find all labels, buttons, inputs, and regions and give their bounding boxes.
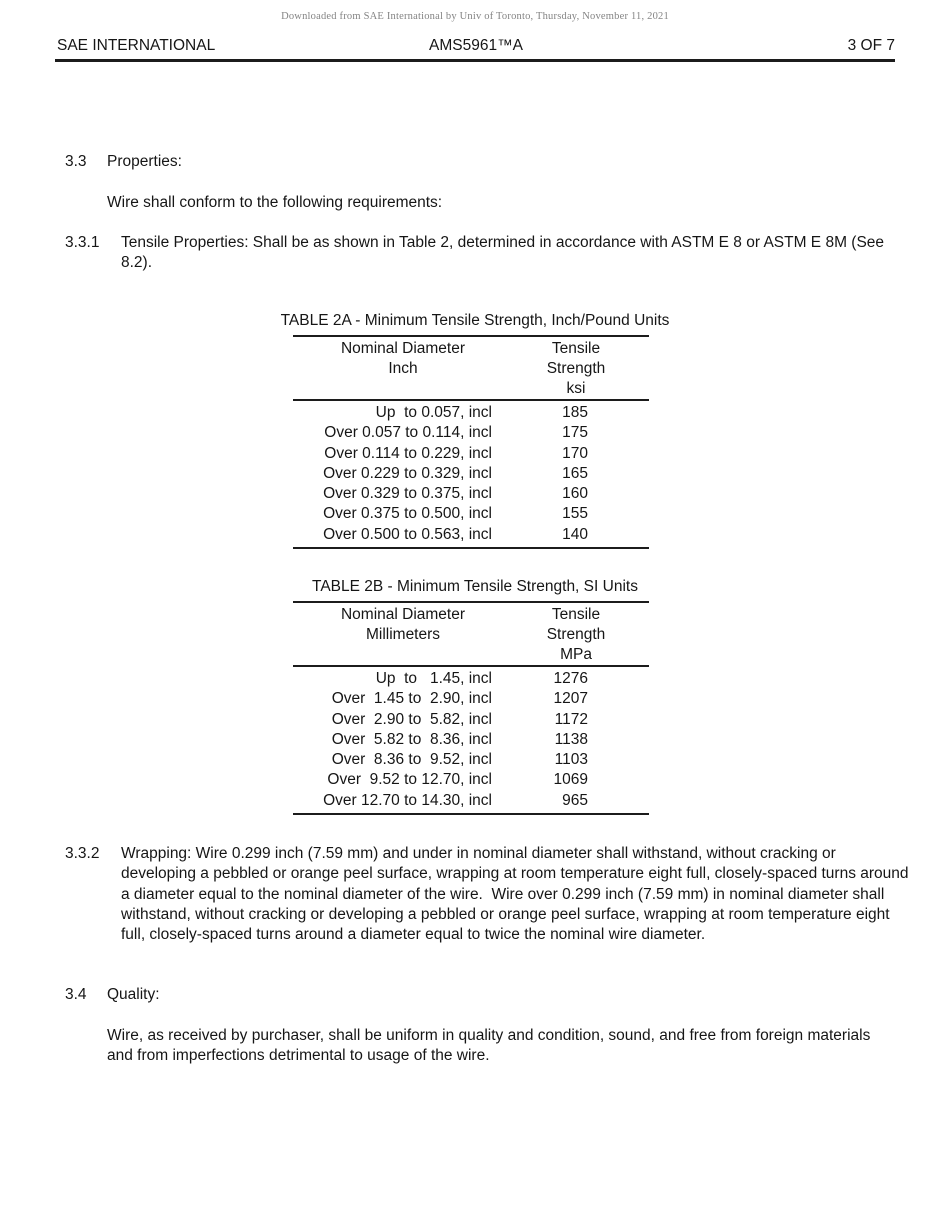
download-watermark: Downloaded from SAE International by Uni… <box>281 11 669 22</box>
table-2b-body: Up to 1.45, incl 1276 Over 1.45 to 2.90,… <box>293 667 649 813</box>
table-row: Over 8.36 to 9.52, incl 1103 <box>293 750 649 770</box>
cell-diameter: Over 0.057 to 0.114, incl <box>324 424 492 442</box>
section-text: Wrapping: Wire 0.299 inch (7.59 mm) and … <box>121 845 913 944</box>
page-header: SAE INTERNATIONAL AMS5961™A 3 OF 7 <box>57 36 895 55</box>
table-rule-bottom <box>293 813 649 816</box>
cell-diameter: Over 0.329 to 0.375, incl <box>323 485 492 503</box>
cell-diameter: Over 5.82 to 8.36, incl <box>331 730 492 748</box>
section-3-4: 3.4 Quality: <box>65 985 895 1005</box>
column-header-strength: Tensile Strength MPa <box>546 606 606 663</box>
cell-diameter: Up to 0.057, incl <box>375 404 492 421</box>
paragraph-3-3: Wire shall conform to the following requ… <box>107 194 443 211</box>
cell-strength: 1172 <box>554 710 588 728</box>
table-row: Over 5.82 to 8.36, incl 1138 <box>293 730 649 750</box>
cell-strength: 170 <box>562 444 588 462</box>
cell-strength: 165 <box>562 464 588 482</box>
table-row: Over 12.70 to 14.30, incl 965 <box>293 791 649 811</box>
cell-diameter: Over 0.229 to 0.329, incl <box>323 464 492 482</box>
cell-strength: 185 <box>562 404 588 421</box>
cell-strength: 1138 <box>554 730 588 748</box>
cell-diameter: Up to 1.45, incl <box>375 670 492 687</box>
header-page-count: 3 OF 7 <box>847 37 895 54</box>
cell-diameter: Over 0.114 to 0.229, incl <box>324 444 492 462</box>
cell-diameter: Over 12.70 to 14.30, incl <box>323 791 492 809</box>
cell-strength: 155 <box>562 505 588 523</box>
table-rule-mid <box>293 665 649 667</box>
section-number: 3.3 <box>65 153 87 170</box>
cell-strength: 160 <box>562 485 588 503</box>
table-2b-title: TABLE 2B - Minimum Tensile Strength, SI … <box>312 578 638 595</box>
cell-diameter: Over 9.52 to 12.70, incl <box>327 771 492 789</box>
table-rule-top <box>293 601 649 603</box>
cell-strength: 1103 <box>554 751 588 769</box>
section-number: 3.4 <box>65 986 87 1003</box>
cell-diameter: Over 1.45 to 2.90, incl <box>331 690 492 708</box>
table-row: Over 2.90 to 5.82, incl 1172 <box>293 710 649 730</box>
cell-strength: 965 <box>562 791 588 809</box>
cell-strength: 175 <box>562 424 588 442</box>
table-row: Over 0.057 to 0.114, incl 175 <box>293 423 649 443</box>
table-row: Over 1.45 to 2.90, incl 1207 <box>293 689 649 709</box>
table-row: Up to 0.057, incl 185 <box>293 403 649 423</box>
cell-diameter: Over 0.500 to 0.563, incl <box>323 525 492 543</box>
column-header-diameter: Nominal Diameter Millimeters <box>340 606 466 643</box>
table-rule-mid <box>293 399 649 401</box>
cell-diameter: Over 0.375 to 0.500, incl <box>323 505 492 523</box>
table-2b: Nominal Diameter Millimeters Tensile Str… <box>293 601 649 816</box>
cell-strength: 1207 <box>553 690 588 708</box>
column-header-diameter: Nominal Diameter Inch <box>340 340 466 377</box>
table-row: Over 0.375 to 0.500, incl 155 <box>293 504 649 524</box>
table-rule-bottom <box>293 547 649 550</box>
header-organization: SAE INTERNATIONAL <box>57 37 216 54</box>
section-number: 3.3.2 <box>65 845 100 862</box>
section-title: Properties: <box>107 153 182 170</box>
cell-strength: 140 <box>562 525 588 543</box>
section-title: Quality: <box>107 986 160 1003</box>
table-rule-top <box>293 335 649 337</box>
table-2a: Nominal Diameter Inch Tensile Strength k… <box>293 335 649 550</box>
table-2a-title: TABLE 2A - Minimum Tensile Strength, Inc… <box>280 312 670 329</box>
table-row: Over 0.229 to 0.329, incl 165 <box>293 464 649 484</box>
table-row: Over 9.52 to 12.70, incl 1069 <box>293 770 649 790</box>
cell-diameter: Over 8.36 to 9.52, incl <box>331 751 492 769</box>
cell-diameter: Over 2.90 to 5.82, incl <box>331 710 492 728</box>
cell-strength: 1276 <box>553 670 588 687</box>
table-2a-header: Nominal Diameter Inch Tensile Strength k… <box>293 337 649 399</box>
cell-strength: 1069 <box>553 771 588 789</box>
header-rule <box>55 59 895 62</box>
section-3-3-2: 3.3.2 Wrapping: Wire 0.299 inch (7.59 mm… <box>65 844 911 945</box>
table-row: Over 0.114 to 0.229, incl 170 <box>293 444 649 464</box>
table-row: Over 0.329 to 0.375, incl 160 <box>293 484 649 504</box>
section-number: 3.3.1 <box>65 234 100 251</box>
table-row: Up to 1.45, incl 1276 <box>293 669 649 689</box>
section-3-3-1: 3.3.1 Tensile Properties: Shall be as sh… <box>65 233 905 274</box>
table-2a-body: Up to 0.057, incl 185 Over 0.057 to 0.11… <box>293 401 649 547</box>
column-header-strength: Tensile Strength ksi <box>546 340 606 397</box>
paragraph-3-4: Wire, as received by purchaser, shall be… <box>107 1027 875 1065</box>
section-text: Tensile Properties: Shall be as shown in… <box>121 234 889 272</box>
table-row: Over 0.500 to 0.563, incl 140 <box>293 525 649 545</box>
table-2b-header: Nominal Diameter Millimeters Tensile Str… <box>293 603 649 665</box>
header-spec-number: AMS5961™A <box>429 37 523 54</box>
section-3-3: 3.3 Properties: <box>65 152 895 172</box>
